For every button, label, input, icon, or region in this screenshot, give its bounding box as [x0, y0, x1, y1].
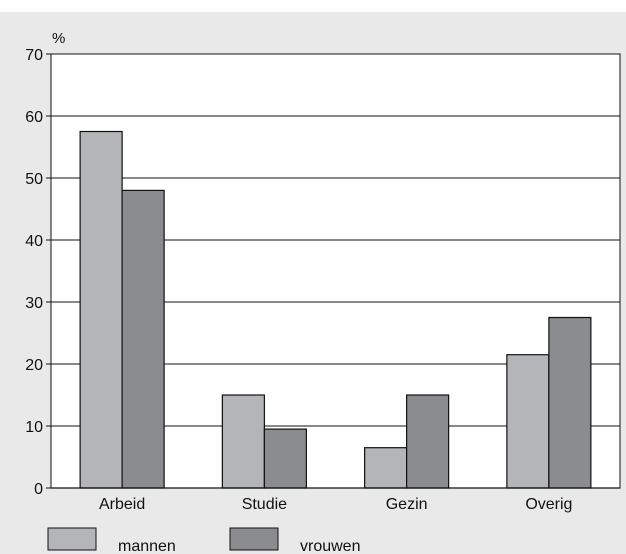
- bar-mannen-Overig: [507, 355, 549, 488]
- y-unit-label: %: [52, 30, 65, 47]
- bar-mannen-Studie: [222, 395, 264, 488]
- legend-swatch-vrouwen: [230, 528, 278, 550]
- x-tick-labels: Arbeid Studie Gezin Overig: [99, 496, 572, 513]
- y-tick-label-20: 20: [25, 357, 43, 374]
- x-tick-label-Studie: Studie: [242, 496, 287, 513]
- x-tick-label-Overig: Overig: [525, 496, 572, 513]
- y-tick-label-60: 60: [25, 109, 43, 126]
- x-tick-label-Arbeid: Arbeid: [99, 496, 145, 513]
- legend-swatch-mannen: [48, 528, 96, 550]
- y-tick-label-30: 30: [25, 295, 43, 312]
- y-tick-label-10: 10: [25, 419, 43, 436]
- x-tick-label-Gezin: Gezin: [386, 496, 428, 513]
- legend-label-mannen: mannen: [118, 538, 176, 554]
- legend-label-vrouwen: vrouwen: [300, 538, 360, 554]
- y-tick-label-0: 0: [34, 481, 43, 498]
- y-tick-labels: 0 10 20 30 40 50 60 70: [25, 47, 51, 498]
- y-tick-label-40: 40: [25, 233, 43, 250]
- bar-mannen-Gezin: [365, 448, 407, 488]
- bar-vrouwen-Gezin: [407, 395, 449, 488]
- bar-mannen-Arbeid: [80, 132, 122, 489]
- bar-vrouwen-Studie: [264, 429, 306, 488]
- bar-vrouwen-Overig: [549, 318, 591, 489]
- legend: mannen vrouwen: [48, 528, 360, 554]
- bar-vrouwen-Arbeid: [122, 190, 164, 488]
- y-tick-label-50: 50: [25, 171, 43, 188]
- y-tick-label-70: 70: [25, 47, 43, 64]
